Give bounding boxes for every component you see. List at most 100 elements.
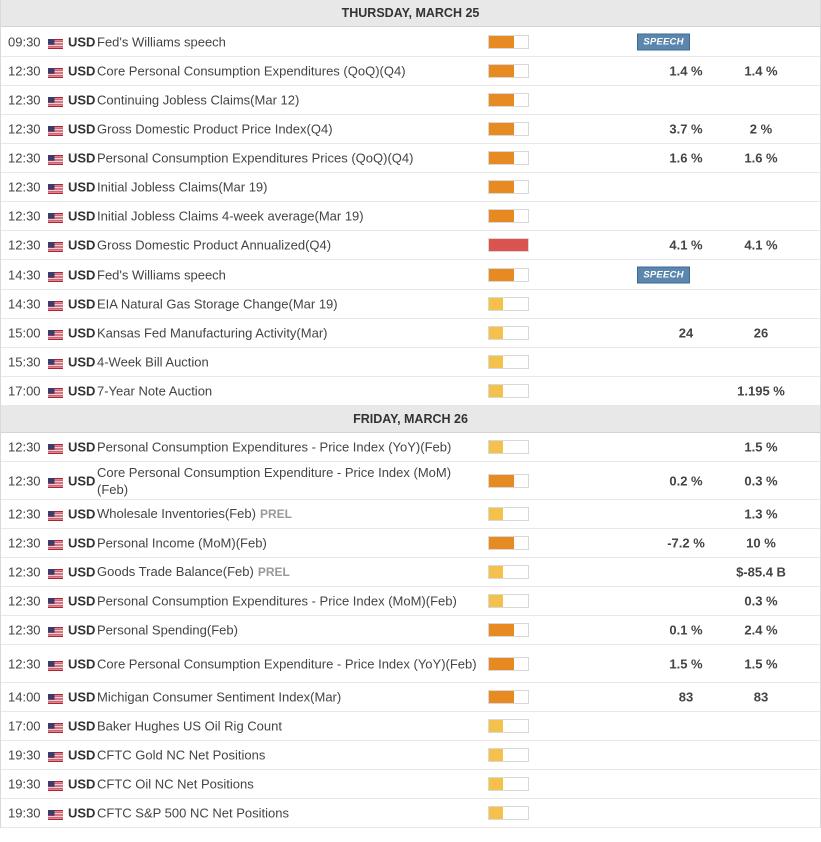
event-name[interactable]: CFTC S&P 500 NC Net Positions: [97, 805, 477, 822]
event-name[interactable]: Core Personal Consumption Expenditure - …: [97, 655, 477, 672]
event-row[interactable]: 12:30 USD Goods Trade Balance(Feb) PREL $-85…: [1, 558, 820, 587]
event-name-text[interactable]: Core Personal Consumption Expenditure - …: [97, 464, 452, 497]
us-flag-icon: [48, 567, 63, 579]
event-name[interactable]: Gross Domestic Product Price Index(Q4): [97, 121, 477, 138]
impact-fill: [489, 239, 528, 251]
event-row[interactable]: 12:30 USD Personal Consumption Expenditure…: [1, 144, 820, 173]
event-row[interactable]: 15:00 USD Kansas Fed Manufacturing Activit…: [1, 319, 820, 348]
event-name-text[interactable]: EIA Natural Gas Storage Change(Mar 19): [97, 296, 338, 312]
event-row[interactable]: 19:30 USD CFTC S&P 500 NC Net Positions: [1, 799, 820, 828]
event-consensus: 0.3 %: [744, 473, 778, 488]
event-time: 19:30: [8, 747, 41, 763]
event-name[interactable]: Michigan Consumer Sentiment Index(Mar): [97, 689, 477, 706]
impact-fill: [489, 327, 503, 339]
event-consensus: 0.3 %: [744, 593, 778, 609]
event-name[interactable]: Personal Consumption Expenditures Prices…: [97, 150, 477, 167]
event-row[interactable]: 12:30 USD Continuing Jobless Claims(Mar 12…: [1, 86, 820, 115]
event-name-text[interactable]: CFTC Oil NC Net Positions: [97, 776, 254, 792]
event-name[interactable]: Core Personal Consumption Expenditure - …: [97, 464, 477, 498]
event-name[interactable]: 7-Year Note Auction: [97, 383, 477, 400]
us-flag-icon: [48, 153, 63, 165]
event-name[interactable]: Personal Consumption Expenditures - Pric…: [97, 593, 477, 610]
event-name-text[interactable]: Initial Jobless Claims(Mar 19): [97, 179, 268, 195]
event-name-text[interactable]: CFTC Gold NC Net Positions: [97, 747, 266, 763]
event-name-text[interactable]: Core Personal Consumption Expenditure - …: [97, 656, 477, 671]
event-name[interactable]: Personal Income (MoM)(Feb): [97, 535, 477, 552]
event-name-text[interactable]: Fed's Williams speech: [97, 267, 226, 282]
event-name-text[interactable]: Personal Income (MoM)(Feb): [97, 535, 267, 551]
event-name[interactable]: Goods Trade Balance(Feb) PREL: [97, 563, 477, 581]
event-row[interactable]: 14:30 USD EIA Natural Gas Storage Change(M…: [1, 290, 820, 319]
event-currency: USD: [68, 179, 96, 195]
event-row[interactable]: 12:30 USD Initial Jobless Claims(Mar 19): [1, 173, 820, 202]
event-row[interactable]: 12:30 USD Core Personal Consumption Expend…: [1, 57, 820, 86]
impact-fill: [489, 508, 503, 520]
event-name-text[interactable]: Initial Jobless Claims 4-week average(Ma…: [97, 208, 364, 224]
event-row[interactable]: 14:30 USD Fed's Williams speech SPEECH: [1, 260, 820, 290]
event-row[interactable]: 15:30 USD 4-Week Bill Auction: [1, 348, 820, 377]
event-name[interactable]: Kansas Fed Manufacturing Activity(Mar): [97, 325, 477, 342]
speech-badge[interactable]: SPEECH: [637, 33, 690, 50]
event-name[interactable]: Baker Hughes US Oil Rig Count: [97, 718, 477, 735]
event-row[interactable]: 12:30 USD Gross Domestic Product Annualize…: [1, 231, 820, 260]
event-name[interactable]: Personal Consumption Expenditures - Pric…: [97, 439, 477, 456]
speech-badge[interactable]: SPEECH: [637, 266, 690, 283]
event-row[interactable]: 12:30 USD Initial Jobless Claims 4-week av…: [1, 202, 820, 231]
event-name-text[interactable]: Personal Consumption Expenditures - Pric…: [97, 593, 457, 609]
event-name-text[interactable]: Goods Trade Balance(Feb): [97, 564, 254, 579]
impact-fill: [489, 720, 503, 732]
event-name[interactable]: Gross Domestic Product Annualized(Q4): [97, 237, 477, 254]
event-name-text[interactable]: Wholesale Inventories(Feb): [97, 506, 256, 521]
event-name[interactable]: 4-Week Bill Auction: [97, 354, 477, 371]
event-name[interactable]: Core Personal Consumption Expenditures (…: [97, 63, 477, 80]
event-row[interactable]: 12:30 USD Personal Consumption Expenditure…: [1, 587, 820, 616]
event-name[interactable]: Wholesale Inventories(Feb) PREL: [97, 505, 477, 523]
event-row[interactable]: 14:00 USD Michigan Consumer Sentiment Inde…: [1, 683, 820, 712]
event-name-text[interactable]: Personal Consumption Expenditures Prices…: [97, 150, 414, 166]
event-name-text[interactable]: Personal Consumption Expenditures - Pric…: [97, 439, 452, 455]
us-flag-icon: [48, 270, 63, 282]
event-row[interactable]: 17:00 USD Baker Hughes US Oil Rig Count: [1, 712, 820, 741]
event-row[interactable]: 12:30 USD Personal Income (MoM)(Feb) -7.2 %…: [1, 529, 820, 558]
impact-fill: [489, 566, 503, 578]
event-name-text[interactable]: Continuing Jobless Claims(Mar 12): [97, 92, 300, 108]
event-name[interactable]: CFTC Gold NC Net Positions: [97, 747, 477, 764]
event-name[interactable]: EIA Natural Gas Storage Change(Mar 19): [97, 296, 477, 313]
event-name[interactable]: Continuing Jobless Claims(Mar 12): [97, 92, 477, 109]
event-row[interactable]: 17:00 USD 7-Year Note Auction 1.195 %: [1, 377, 820, 406]
event-name[interactable]: Initial Jobless Claims(Mar 19): [97, 179, 477, 196]
event-name[interactable]: Personal Spending(Feb): [97, 622, 477, 639]
event-row[interactable]: 12:30 USD Wholesale Inventories(Feb) PREL 1.…: [1, 500, 820, 529]
event-name-text[interactable]: 7-Year Note Auction: [97, 383, 213, 399]
event-currency: USD: [68, 622, 96, 638]
event-name-text[interactable]: Kansas Fed Manufacturing Activity(Mar): [97, 325, 328, 341]
impact-fill: [489, 441, 503, 453]
event-name[interactable]: CFTC Oil NC Net Positions: [97, 776, 477, 793]
event-row[interactable]: 12:30 USD Personal Spending(Feb) 0.1 % 2.4 %: [1, 616, 820, 645]
event-name[interactable]: Fed's Williams speech: [97, 266, 477, 283]
event-row[interactable]: 19:30 USD CFTC Gold NC Net Positions: [1, 741, 820, 770]
event-name[interactable]: Initial Jobless Claims 4-week average(Ma…: [97, 208, 477, 225]
event-row[interactable]: 12:30 USD Personal Consumption Expenditure…: [1, 433, 820, 462]
event-name-text[interactable]: Gross Domestic Product Annualized(Q4): [97, 237, 332, 253]
event-row[interactable]: 12:30 USD Gross Domestic Product Price Ind…: [1, 115, 820, 144]
event-row[interactable]: 12:30 USD Core Personal Consumption Expend…: [1, 462, 820, 500]
impact-indicator: [488, 209, 529, 223]
event-time: 12:30: [8, 237, 41, 253]
event-row[interactable]: 19:30 USD CFTC Oil NC Net Positions: [1, 770, 820, 799]
event-row[interactable]: 09:30 USD Fed's Williams speech SPEECH: [1, 27, 820, 57]
event-name[interactable]: Fed's Williams speech: [97, 33, 477, 50]
event-name-text[interactable]: 4-Week Bill Auction: [97, 354, 209, 370]
event-time: 15:00: [8, 325, 41, 341]
event-name-text[interactable]: Michigan Consumer Sentiment Index(Mar): [97, 689, 342, 705]
impact-indicator: [488, 777, 529, 791]
event-name-text[interactable]: Baker Hughes US Oil Rig Count: [97, 718, 282, 734]
event-name-text[interactable]: Fed's Williams speech: [97, 34, 226, 49]
event-row[interactable]: 12:30 USD Core Personal Consumption Expend…: [1, 645, 820, 683]
event-name-text[interactable]: Gross Domestic Product Price Index(Q4): [97, 121, 333, 137]
event-name-text[interactable]: CFTC S&P 500 NC Net Positions: [97, 805, 289, 821]
event-name-text[interactable]: Personal Spending(Feb): [97, 622, 238, 638]
impact-fill: [489, 123, 515, 135]
event-name-text[interactable]: Core Personal Consumption Expenditures (…: [97, 63, 406, 79]
event-actual: 4.1 %: [669, 237, 703, 253]
